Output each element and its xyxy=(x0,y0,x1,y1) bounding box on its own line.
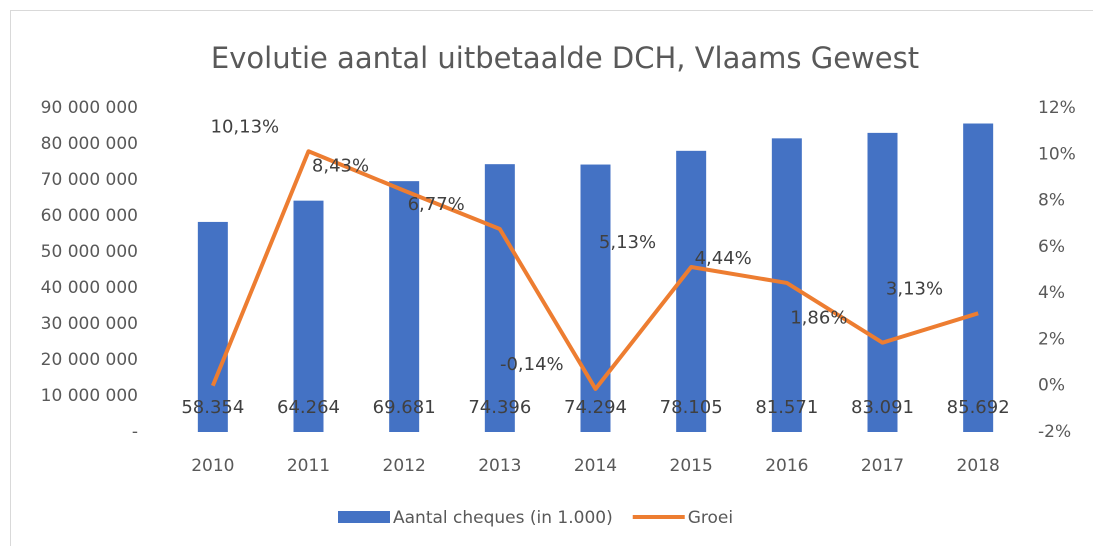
bar-value-label: 85.692 xyxy=(947,397,1010,418)
line-value-label: 8,43% xyxy=(312,156,369,177)
legend-label: Groei xyxy=(688,508,733,528)
y-tick-label: 20 000 000 xyxy=(41,350,138,370)
x-tick-label: 2013 xyxy=(478,456,521,476)
y-tick-label: 70 000 000 xyxy=(41,170,138,190)
y2-tick-label: 4% xyxy=(1038,283,1065,303)
bar xyxy=(484,164,515,433)
bar-value-label: 58.354 xyxy=(181,397,244,418)
bar xyxy=(867,132,898,432)
x-tick-label: 2018 xyxy=(957,456,1000,476)
legend-label: Aantal cheques (in 1.000) xyxy=(393,508,613,528)
x-tick-label: 2011 xyxy=(287,456,330,476)
bar xyxy=(293,200,324,432)
x-tick-label: 2015 xyxy=(670,456,713,476)
y-tick-label: 60 000 000 xyxy=(41,206,138,226)
line-value-label: 10,13% xyxy=(211,116,280,137)
line xyxy=(210,149,979,391)
y-tick-label: 10 000 000 xyxy=(41,386,138,406)
bar-value-label: 78.105 xyxy=(660,397,723,418)
bar xyxy=(676,150,707,432)
line-value-label: 6,77% xyxy=(408,194,465,215)
bar xyxy=(580,164,611,432)
line-value-label: 3,13% xyxy=(886,278,943,299)
y2-tick-label: -2% xyxy=(1038,422,1071,442)
y-tick-label: 30 000 000 xyxy=(41,314,138,334)
bar-value-label: 74.396 xyxy=(468,397,531,418)
bar-value-label: 81.571 xyxy=(755,397,818,418)
legend-swatch xyxy=(338,511,390,523)
line-value-label: 1,86% xyxy=(790,308,847,329)
line-value-label: 5,13% xyxy=(599,232,656,253)
line-value-label: -0,14% xyxy=(500,354,564,375)
x-tick-label: 2014 xyxy=(574,456,617,476)
x-tick-label: 2016 xyxy=(765,456,808,476)
bar xyxy=(963,123,994,433)
y2-tick-label: 10% xyxy=(1038,144,1076,164)
bar-value-label: 83.091 xyxy=(851,397,914,418)
y2-tick-label: 0% xyxy=(1038,376,1065,396)
bar-value-label: 74.294 xyxy=(564,397,627,418)
y-tick-label: 50 000 000 xyxy=(41,242,138,262)
x-tick-label: 2012 xyxy=(383,456,426,476)
x-tick-label: 2017 xyxy=(861,456,904,476)
y2-tick-label: 12% xyxy=(1038,98,1076,118)
bar xyxy=(389,181,420,432)
y-tick-label: 40 000 000 xyxy=(41,278,138,298)
y2-tick-label: 8% xyxy=(1038,191,1065,211)
y-tick-label: 80 000 000 xyxy=(41,134,138,154)
y2-tick-label: 2% xyxy=(1038,329,1065,349)
bar xyxy=(197,221,228,432)
bar-value-label: 64.264 xyxy=(277,397,340,418)
chart-frame xyxy=(10,10,1093,546)
y2-tick-label: 6% xyxy=(1038,237,1065,257)
chart-title: Evolutie aantal uitbetaalde DCH, Vlaams … xyxy=(211,41,919,75)
line-value-label: 4,44% xyxy=(695,248,752,269)
y-tick-label: 90 000 000 xyxy=(41,98,138,118)
bar-value-label: 69.681 xyxy=(373,397,436,418)
x-tick-label: 2010 xyxy=(191,456,234,476)
y-tick-label: - xyxy=(132,422,138,442)
